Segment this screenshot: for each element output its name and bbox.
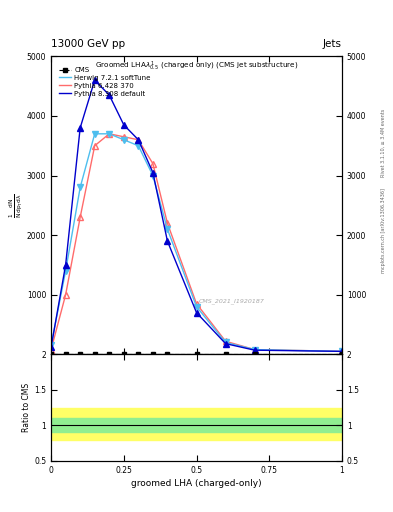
Pythia 6.428 370 [151, 161, 155, 167]
Pythia 6.428 370 [78, 214, 83, 220]
CMS [121, 351, 126, 357]
Y-axis label: $\frac{1}{\rm N}\frac{{\rm d}N}{{\rm d}p_{\rm T}{\rm d}\lambda}$: $\frac{1}{\rm N}\frac{{\rm d}N}{{\rm d}p… [8, 193, 25, 218]
Herwig 7.2.1 softTune [136, 143, 141, 149]
X-axis label: groomed LHA (charged-only): groomed LHA (charged-only) [131, 479, 262, 488]
Pythia 6.428 370 [49, 347, 53, 353]
Herwig 7.2.1 softTune [78, 184, 83, 190]
CMS [252, 351, 257, 357]
CMS [165, 351, 170, 357]
Herwig 7.2.1 softTune [49, 343, 53, 349]
CMS [194, 351, 199, 357]
Text: CMS_2021_I1920187: CMS_2021_I1920187 [198, 298, 264, 304]
Pythia 6.428 370 [107, 131, 112, 137]
CMS [340, 351, 344, 357]
CMS [107, 351, 112, 357]
Herwig 7.2.1 softTune [165, 226, 170, 232]
Herwig 7.2.1 softTune [223, 339, 228, 346]
Pythia 8.308 default [165, 238, 170, 244]
Text: Jets: Jets [323, 38, 342, 49]
CMS [63, 351, 68, 357]
Herwig 7.2.1 softTune [63, 268, 68, 274]
Herwig 7.2.1 softTune [151, 173, 155, 179]
CMS [151, 351, 155, 357]
Legend: CMS, Herwig 7.2.1 softTune, Pythia 6.428 370, Pythia 8.308 default: CMS, Herwig 7.2.1 softTune, Pythia 6.428… [57, 66, 152, 98]
CMS [92, 351, 97, 357]
Line: Herwig 7.2.1 softTune: Herwig 7.2.1 softTune [51, 134, 342, 351]
Pythia 6.428 370 [63, 292, 68, 298]
Herwig 7.2.1 softTune [194, 304, 199, 310]
Pythia 8.308 default [63, 262, 68, 268]
Pythia 6.428 370 [121, 134, 126, 140]
CMS [136, 351, 141, 357]
Pythia 6.428 370 [340, 348, 344, 354]
Line: Pythia 6.428 370: Pythia 6.428 370 [51, 134, 342, 351]
Pythia 8.308 default [136, 137, 141, 143]
CMS [223, 351, 228, 357]
Herwig 7.2.1 softTune [107, 131, 112, 137]
Pythia 8.308 default [107, 92, 112, 98]
Pythia 6.428 370 [194, 301, 199, 307]
Herwig 7.2.1 softTune [340, 348, 344, 354]
CMS [78, 351, 83, 357]
Pythia 6.428 370 [136, 137, 141, 143]
Herwig 7.2.1 softTune [121, 137, 126, 143]
CMS [49, 351, 53, 357]
Line: CMS: CMS [49, 352, 344, 357]
Bar [51, 418, 342, 433]
Pythia 8.308 default [252, 347, 257, 353]
Pythia 8.308 default [223, 340, 228, 347]
Text: Groomed LHA$\lambda^1_{0.5}$ (charged only) (CMS jet substructure): Groomed LHA$\lambda^1_{0.5}$ (charged on… [95, 59, 298, 73]
Herwig 7.2.1 softTune [252, 347, 257, 353]
Pythia 8.308 default [121, 122, 126, 128]
Pythia 6.428 370 [223, 338, 228, 344]
Herwig 7.2.1 softTune [92, 131, 97, 137]
Text: mcplots.cern.ch [arXiv:1306.3436]: mcplots.cern.ch [arXiv:1306.3436] [381, 188, 386, 273]
Pythia 8.308 default [92, 77, 97, 83]
Pythia 6.428 370 [92, 143, 97, 149]
Pythia 6.428 370 [165, 220, 170, 226]
Pythia 8.308 default [151, 169, 155, 176]
Y-axis label: Ratio to CMS: Ratio to CMS [22, 383, 31, 432]
Bar [51, 408, 342, 439]
Text: Rivet 3.1.10, ≥ 3.4M events: Rivet 3.1.10, ≥ 3.4M events [381, 109, 386, 178]
Pythia 8.308 default [78, 125, 83, 131]
Line: Pythia 8.308 default: Pythia 8.308 default [51, 80, 342, 351]
Pythia 8.308 default [49, 344, 53, 350]
Pythia 6.428 370 [252, 347, 257, 353]
Pythia 8.308 default [194, 310, 199, 316]
Text: 13000 GeV pp: 13000 GeV pp [51, 38, 125, 49]
Pythia 8.308 default [340, 348, 344, 354]
